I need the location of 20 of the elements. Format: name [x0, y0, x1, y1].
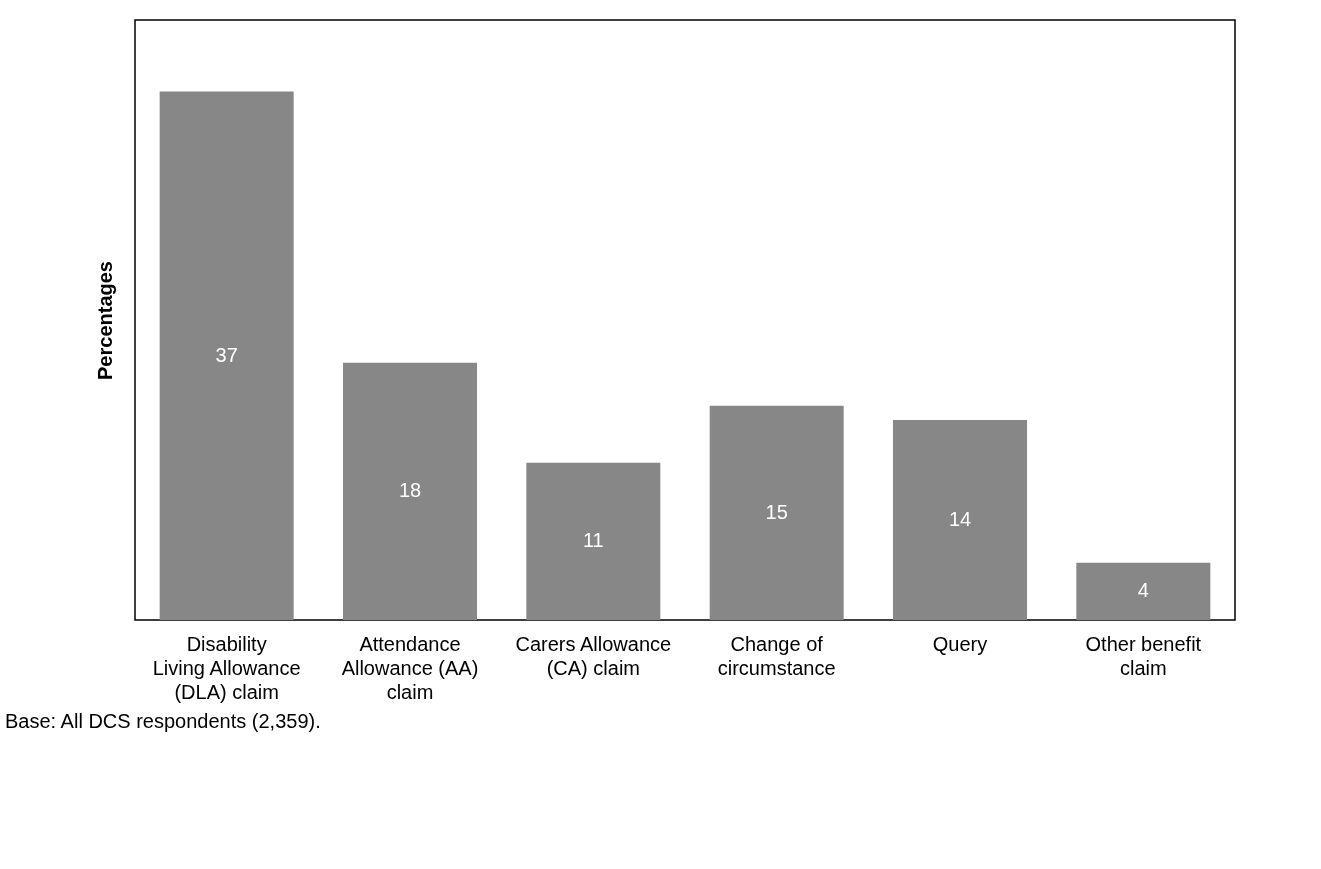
data-label: 11 [582, 529, 604, 552]
x-tick-label: Carers Allowance (CA) claim [515, 632, 672, 679]
data-label: 14 [948, 508, 972, 530]
bar [159, 91, 294, 620]
bar [709, 405, 844, 620]
data-label: 4 [1137, 579, 1149, 602]
bar [343, 362, 477, 620]
y-axis-title: Percentages [93, 261, 116, 380]
data-label: 37 [215, 343, 238, 366]
x-tick-label: Disability Living Allowance (DLA) claim [152, 632, 301, 703]
x-tick-label: Other benefit claim [1085, 632, 1202, 679]
data-label: 15 [765, 500, 788, 523]
x-tick-label: Attendance Allowance (AA) claim [341, 632, 479, 703]
bar [526, 462, 661, 620]
x-tick-label: Change of circumstance [717, 632, 836, 679]
text: Base: All DCS respondents (2,359). [5, 710, 321, 732]
x-tick-label: Query [932, 632, 988, 655]
bar [1076, 562, 1211, 620]
bar [893, 420, 1027, 620]
data-label: 18 [398, 479, 422, 502]
